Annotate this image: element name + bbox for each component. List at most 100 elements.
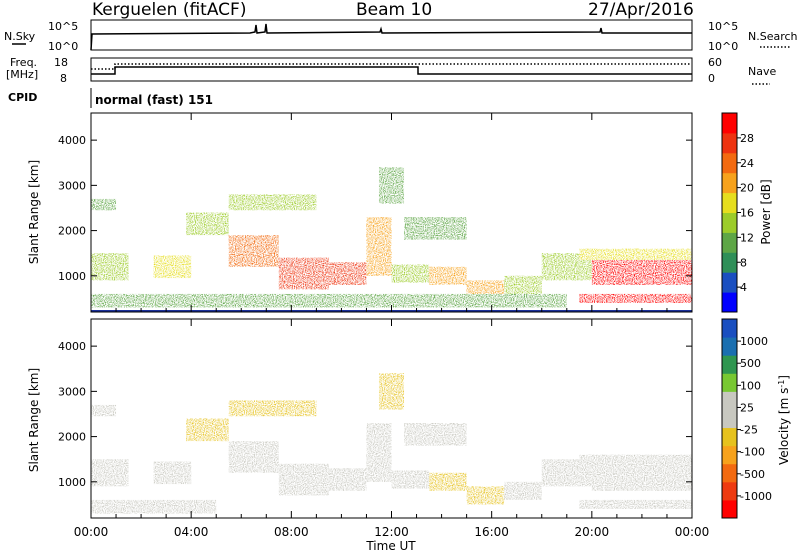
velocity-y-axis: 4000 3000 2000 1000 (58, 319, 693, 518)
power-y-axis: 4000 3000 2000 1000 (58, 113, 693, 312)
power-colorbar-swatch-7 (722, 152, 737, 174)
time-tick-label-2: 08:00 (274, 525, 309, 539)
velocity-colorbar-swatch-0 (722, 499, 737, 519)
velocity-cell-19 (91, 499, 217, 514)
velocity-colorbar-label-sup: -1 (777, 380, 786, 388)
power-cell-0 (91, 253, 129, 281)
velocity-cell-3 (186, 418, 229, 442)
power-cell-19 (91, 293, 567, 308)
date-label: 27/Apr/2016 (588, 0, 694, 20)
nave-label: Nave (748, 65, 776, 78)
nsky-tick-bottom: 10^0 (48, 40, 78, 53)
velocity-colorbar-swatch-8 (722, 355, 737, 374)
time-tick-label-5: 20:00 (575, 525, 610, 539)
power-colorbar-label: Power [dB] (759, 179, 773, 244)
velocity-colorbar-tick-label-7: -1000 (740, 490, 772, 503)
power-colorbar-tick-label-6: 4 (740, 281, 747, 294)
nsky-label: N.Sky (4, 30, 36, 43)
power-cell-5 (228, 235, 279, 267)
velocity-panel: 4000 3000 2000 1000 Slant Range [km] 1000 50… (27, 318, 792, 553)
velocity-y-axis-label: Slant Range [km] (27, 368, 41, 472)
nave-tick-top: 60 (708, 56, 722, 69)
velocity-colorbar-swatch-7 (722, 373, 737, 392)
power-colorbar-tick-label-5: 8 (740, 256, 747, 269)
freq-tick-top: 18 (54, 56, 68, 69)
velocity-colorbar-label-main: Velocity [m s (777, 388, 791, 465)
power-cell-12 (404, 217, 467, 240)
nsky-tick-top: 10^5 (48, 20, 78, 33)
power-ytick-label-1: 3000 (58, 179, 86, 192)
velocity-colorbar-swatch-6 (722, 391, 737, 410)
power-cell-2 (153, 255, 192, 279)
time-tick-label-1: 04:00 (174, 525, 209, 539)
velocity-cell-1 (91, 404, 117, 417)
velocity-cell-0 (91, 459, 129, 487)
power-colorbar-swatch-2 (722, 252, 737, 273)
power-colorbar-tick-label-4: 12 (740, 231, 754, 244)
power-cell-3 (186, 212, 229, 236)
nsearch-tick-bottom: 10^0 (708, 40, 738, 53)
velocity-ytick-label-3: 1000 (58, 476, 86, 489)
power-ytick-label-3: 1000 (58, 270, 86, 283)
nsearch-tick-top: 10^5 (708, 20, 738, 33)
freq-unit: [MHz] (6, 68, 38, 81)
velocity-colorbar-swatch-10 (722, 319, 737, 338)
velocity-colorbar-swatch-5 (722, 409, 737, 429)
power-colorbar-swatch-8 (722, 132, 737, 154)
velocity-colorbar-tick-label-6: -500 (740, 468, 765, 481)
power-cell-10 (391, 264, 430, 283)
velocity-colorbar-frame (721, 318, 738, 519)
nsearch-label: N.Search (748, 30, 798, 43)
cpid-row: CPID normal (fast) 151 (8, 88, 213, 108)
velocity-colorbar-label: Velocity [m s-1] (777, 375, 792, 465)
time-tick-label-0: 00:00 (74, 525, 109, 539)
velocity-colorbar-tick-label-1: 500 (740, 357, 761, 370)
time-x-axis: 00:00 04:00 08:00 12:00 16:00 20:00 00:00 (74, 525, 710, 539)
freq-panel: Freq. [MHz] 18 8 60 0 Nave (6, 56, 776, 85)
freq-trace (91, 66, 692, 75)
nsky-panel: N.Sky 10^5 10^0 10^5 10^0 N.Search (4, 19, 798, 53)
nave-tick-bottom: 0 (708, 72, 715, 85)
power-colorbar-swatch-1 (722, 272, 737, 293)
power-colorbar-swatch-6 (722, 172, 737, 194)
power-cell-16 (591, 257, 692, 285)
velocity-cell-10 (391, 470, 430, 489)
freq-frame (90, 57, 693, 82)
velocity-colorbar-tick-label-0: 1000 (740, 335, 768, 348)
power-colorbar-swatch-4 (722, 212, 737, 233)
velocity-colorbar-swatch-9 (722, 337, 737, 356)
chart-title: Kerguelen (fitACF) (92, 0, 247, 20)
power-colorbar-tick-label-0: 28 (740, 132, 754, 145)
velocity-colorbar-tick-label-5: -100 (740, 446, 765, 459)
velocity-colorbar-tick-label-3: 25 (740, 401, 754, 414)
power-cell-7 (328, 262, 367, 285)
power-colorbar-swatch-5 (722, 192, 737, 213)
nsky-trace (90, 23, 692, 51)
velocity-cell-5 (228, 441, 279, 473)
freq-label: Freq. (10, 56, 37, 69)
velocity-cell-4 (228, 400, 317, 417)
power-colorbar-tick-label-3: 16 (740, 207, 754, 220)
velocity-cell-17 (579, 454, 692, 466)
power-ytick-label-2: 2000 (58, 225, 86, 238)
velocity-cell-7 (328, 468, 367, 491)
velocity-colorbar-tick-label-4: -25 (740, 424, 758, 437)
velocity-heatmap (91, 373, 692, 514)
power-heatmap (91, 167, 692, 308)
power-colorbar-tick-label-2: 20 (740, 182, 754, 195)
velocity-colorbar-swatch-4 (722, 427, 737, 447)
velocity-colorbar-swatch-2 (722, 463, 737, 483)
power-cell-4 (228, 194, 317, 211)
power-colorbar-swatch-9 (722, 113, 737, 134)
power-colorbar-tick-label-1: 24 (740, 157, 754, 170)
power-colorbar-swatch-0 (722, 292, 737, 313)
power-cell-9 (378, 167, 405, 204)
power-cell-14 (504, 275, 542, 294)
velocity-ytick-label-2: 2000 (58, 431, 86, 444)
power-colorbar-swatch-3 (722, 232, 737, 253)
velocity-ytick-label-0: 4000 (58, 340, 86, 353)
velocity-cell-18 (579, 499, 692, 509)
power-cell-17 (579, 248, 692, 260)
velocity-cell-6 (278, 463, 329, 496)
nave-trace (91, 63, 692, 70)
